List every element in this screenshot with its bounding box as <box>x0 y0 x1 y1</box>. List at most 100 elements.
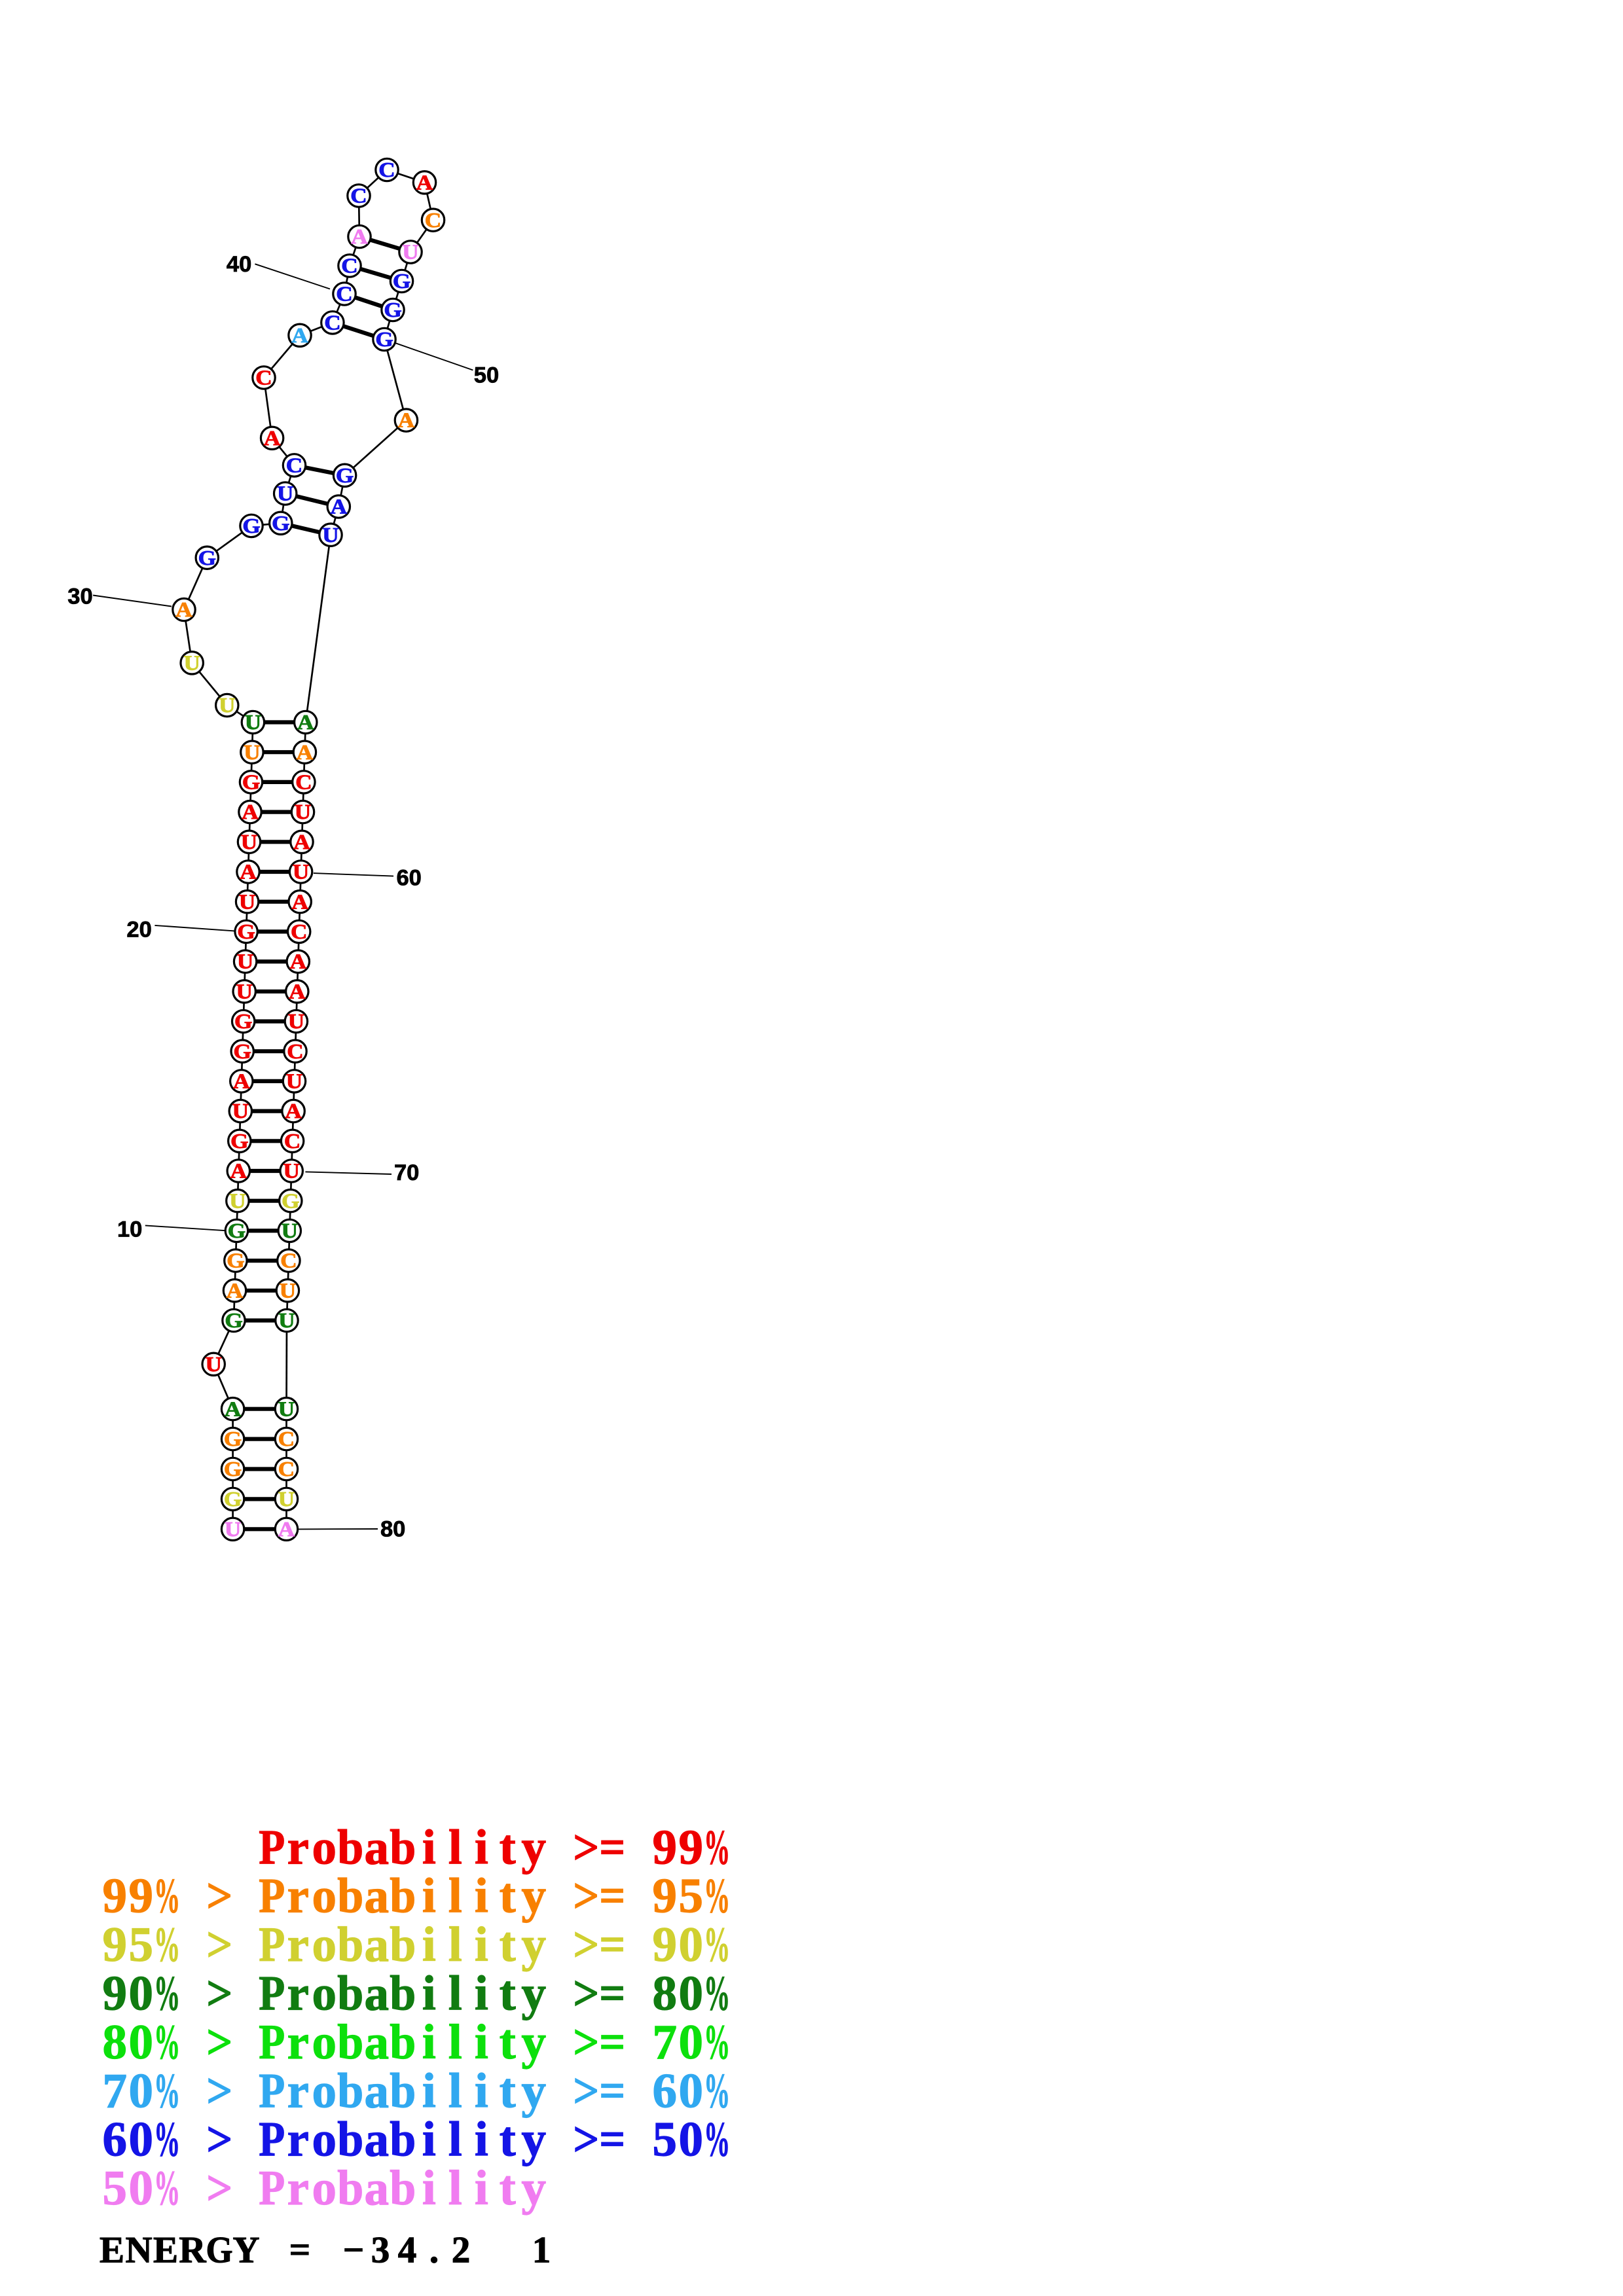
svg-text:i: i <box>475 2113 488 2167</box>
svg-text:r: r <box>287 2064 309 2118</box>
svg-text:9: 9 <box>103 1918 128 1972</box>
svg-text:G: G <box>242 514 260 537</box>
svg-text:y: y <box>522 1820 547 1874</box>
svg-text:y: y <box>522 2113 547 2167</box>
svg-text:U: U <box>229 1190 246 1213</box>
svg-text:%: % <box>154 1869 180 1924</box>
svg-text:A: A <box>233 1070 250 1093</box>
svg-text:G: G <box>224 1428 242 1451</box>
svg-text:>: > <box>573 2015 599 2070</box>
svg-text:U: U <box>295 801 311 824</box>
svg-text:b: b <box>337 1820 363 1874</box>
svg-text:b: b <box>390 2113 416 2167</box>
svg-text:60: 60 <box>397 865 422 890</box>
svg-text:b: b <box>337 1967 363 2021</box>
svg-text:A: A <box>225 1398 242 1421</box>
svg-text:i: i <box>422 1918 436 1972</box>
svg-text:U: U <box>236 980 252 1003</box>
svg-text:l: l <box>448 1820 462 1874</box>
svg-text:%: % <box>154 2064 180 2118</box>
svg-text:P: P <box>259 1918 285 1972</box>
svg-text:0: 0 <box>679 2064 704 2118</box>
svg-text:C: C <box>336 283 352 306</box>
svg-text:0: 0 <box>679 2113 704 2167</box>
svg-text:=: = <box>289 2229 310 2270</box>
svg-text:U: U <box>245 711 261 734</box>
svg-text:i: i <box>475 1869 488 1924</box>
svg-text:%: % <box>704 2015 730 2070</box>
svg-text:%: % <box>154 1918 180 1972</box>
svg-text:>: > <box>206 2015 232 2070</box>
svg-text:5: 5 <box>129 1918 154 1972</box>
svg-text:i: i <box>422 1869 436 1924</box>
svg-text:A: A <box>264 427 281 450</box>
svg-text:A: A <box>285 1100 302 1123</box>
svg-text:l: l <box>448 2161 462 2215</box>
svg-text:>: > <box>573 2064 599 2118</box>
svg-text:%: % <box>704 1820 730 1874</box>
svg-text:6: 6 <box>103 2113 128 2167</box>
svg-text:=: = <box>599 1918 625 1972</box>
svg-text:G: G <box>224 1488 242 1511</box>
svg-text:t: t <box>500 2015 516 2070</box>
svg-text:P: P <box>259 2064 285 2118</box>
svg-text:b: b <box>390 2161 416 2215</box>
svg-text:i: i <box>422 2113 436 2167</box>
svg-text:o: o <box>312 1869 337 1924</box>
svg-text:0: 0 <box>129 2161 154 2215</box>
svg-text:y: y <box>522 1967 547 2021</box>
svg-text:U: U <box>277 482 293 505</box>
svg-text:b: b <box>337 1869 363 1924</box>
svg-text:C: C <box>341 255 357 278</box>
svg-text:C: C <box>287 1040 303 1063</box>
svg-text:9: 9 <box>679 1820 704 1874</box>
svg-text:=: = <box>599 1967 625 2021</box>
svg-text:A: A <box>227 1280 244 1302</box>
svg-text:o: o <box>312 1967 337 2021</box>
svg-text:y: y <box>522 2161 547 2215</box>
svg-text:i: i <box>422 2064 436 2118</box>
svg-text:i: i <box>475 2015 488 2070</box>
svg-text:G: G <box>393 270 410 293</box>
svg-text:C: C <box>280 1249 297 1272</box>
svg-text:A: A <box>297 741 314 764</box>
svg-text:U: U <box>278 1310 295 1333</box>
svg-text:b: b <box>390 1869 416 1924</box>
svg-text:G: G <box>198 547 216 569</box>
svg-text:b: b <box>337 2015 363 2070</box>
svg-text:9: 9 <box>653 1820 678 1874</box>
svg-text:5: 5 <box>653 2113 678 2167</box>
svg-text:C: C <box>286 454 302 477</box>
svg-text:>: > <box>206 2161 232 2215</box>
svg-text:A: A <box>297 711 314 734</box>
svg-text:3: 3 <box>371 2229 390 2270</box>
svg-text:0: 0 <box>679 2015 704 2070</box>
svg-text:C: C <box>295 771 312 794</box>
svg-text:y: y <box>522 1918 547 1972</box>
svg-text:a: a <box>365 2161 390 2215</box>
svg-text:G: G <box>206 2229 233 2270</box>
svg-text:a: a <box>365 1967 390 2021</box>
svg-text:%: % <box>154 2161 180 2215</box>
svg-text:C: C <box>425 209 441 232</box>
svg-text:b: b <box>390 2015 416 2070</box>
svg-text:>: > <box>206 1869 232 1924</box>
svg-text:7: 7 <box>653 2015 678 2070</box>
svg-text:>: > <box>573 2113 599 2167</box>
svg-text:=: = <box>599 2113 625 2167</box>
svg-text:r: r <box>287 1820 309 1874</box>
svg-text:o: o <box>312 1918 337 1972</box>
svg-text:A: A <box>351 226 368 249</box>
svg-text:i: i <box>475 2064 488 2118</box>
svg-text:1: 1 <box>532 2229 551 2270</box>
svg-text:0: 0 <box>679 1918 704 1972</box>
svg-text:i: i <box>475 1967 488 2021</box>
svg-text:b: b <box>337 2161 363 2215</box>
svg-text:8: 8 <box>103 2015 128 2070</box>
svg-text:40: 40 <box>227 252 251 277</box>
svg-text:b: b <box>337 2064 363 2118</box>
svg-text:y: y <box>522 1869 547 1924</box>
svg-text:5: 5 <box>679 1869 704 1924</box>
svg-text:G: G <box>225 1310 242 1333</box>
svg-text:l: l <box>448 2064 462 2118</box>
